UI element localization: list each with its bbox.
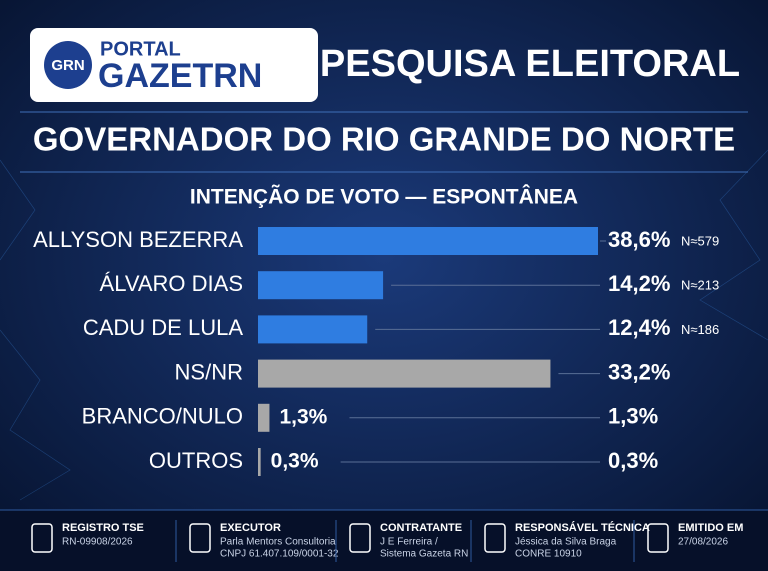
value-label-inline: 1,3% <box>279 405 327 428</box>
category-label: NS/NR <box>175 359 243 384</box>
logo-box <box>30 28 318 102</box>
sample-label: N≈579 <box>681 233 719 248</box>
bar <box>258 403 270 432</box>
value-label: 12,4% <box>608 315 670 340</box>
footer-line: 27/08/2026 <box>678 537 728 548</box>
value-label: 33,2% <box>608 359 670 384</box>
footer-line: Sistema Gazeta RN <box>380 549 468 560</box>
footer-line: CNPJ 61.407.109/0001-32 <box>220 549 339 560</box>
footer-title: EXECUTOR <box>220 522 281 534</box>
page-title: PESQUISA ELEITORAL <box>320 43 740 85</box>
logo-badge <box>44 41 92 89</box>
footer-icon <box>647 523 669 553</box>
bar <box>258 227 598 255</box>
footer-line: Parla Mentors Consultoria <box>220 537 336 548</box>
value-label: 0,3% <box>608 448 658 473</box>
chart-title: INTENÇÃO DE VOTO — ESPONTÂNEA <box>190 185 578 209</box>
sample-label: N≈186 <box>681 322 719 337</box>
footer-icon <box>349 523 371 553</box>
footer-title: EMITIDO EM <box>678 522 743 534</box>
footer-icon <box>484 523 506 553</box>
value-label: 1,3% <box>608 404 658 429</box>
category-label: BRANCO/NULO <box>82 404 243 429</box>
network-decoration <box>0 149 768 501</box>
category-label: OUTROS <box>149 448 243 473</box>
footer-title: RESPONSÁVEL TÉCNICA <box>515 521 650 534</box>
bar <box>258 271 384 300</box>
footer-line: RN-09908/2026 <box>62 537 133 548</box>
footer-line: CONRE 10910 <box>515 549 582 560</box>
logo-top: PORTAL <box>100 38 181 60</box>
bar <box>258 448 261 476</box>
category-label: CADU DE LULA <box>83 315 243 340</box>
footer-band <box>0 510 768 571</box>
footer-icon <box>31 523 53 553</box>
footer-title: CONTRATANTE <box>380 522 462 534</box>
category-label: ÁLVARO DIAS <box>100 271 243 296</box>
logo-name: GAZETRN <box>98 57 262 95</box>
page-subtitle: GOVERNADOR DO RIO GRANDE DO NORTE <box>33 121 735 158</box>
value-label: 14,2% <box>608 271 670 296</box>
footer-icon <box>189 523 211 553</box>
footer-line: Jéssica da Silva Braga <box>515 537 617 548</box>
footer-title: REGISTRO TSE <box>62 522 144 534</box>
bar <box>258 359 551 388</box>
value-label: 38,6% <box>608 227 670 252</box>
logo-badge-text: GRN <box>51 57 84 74</box>
bar <box>258 315 368 344</box>
sample-label: N≈213 <box>681 278 719 293</box>
footer-line: J E Ferreira / <box>380 537 438 548</box>
category-label: ALLYSON BEZERRA <box>33 227 243 252</box>
value-label-inline: 0,3% <box>271 450 319 473</box>
